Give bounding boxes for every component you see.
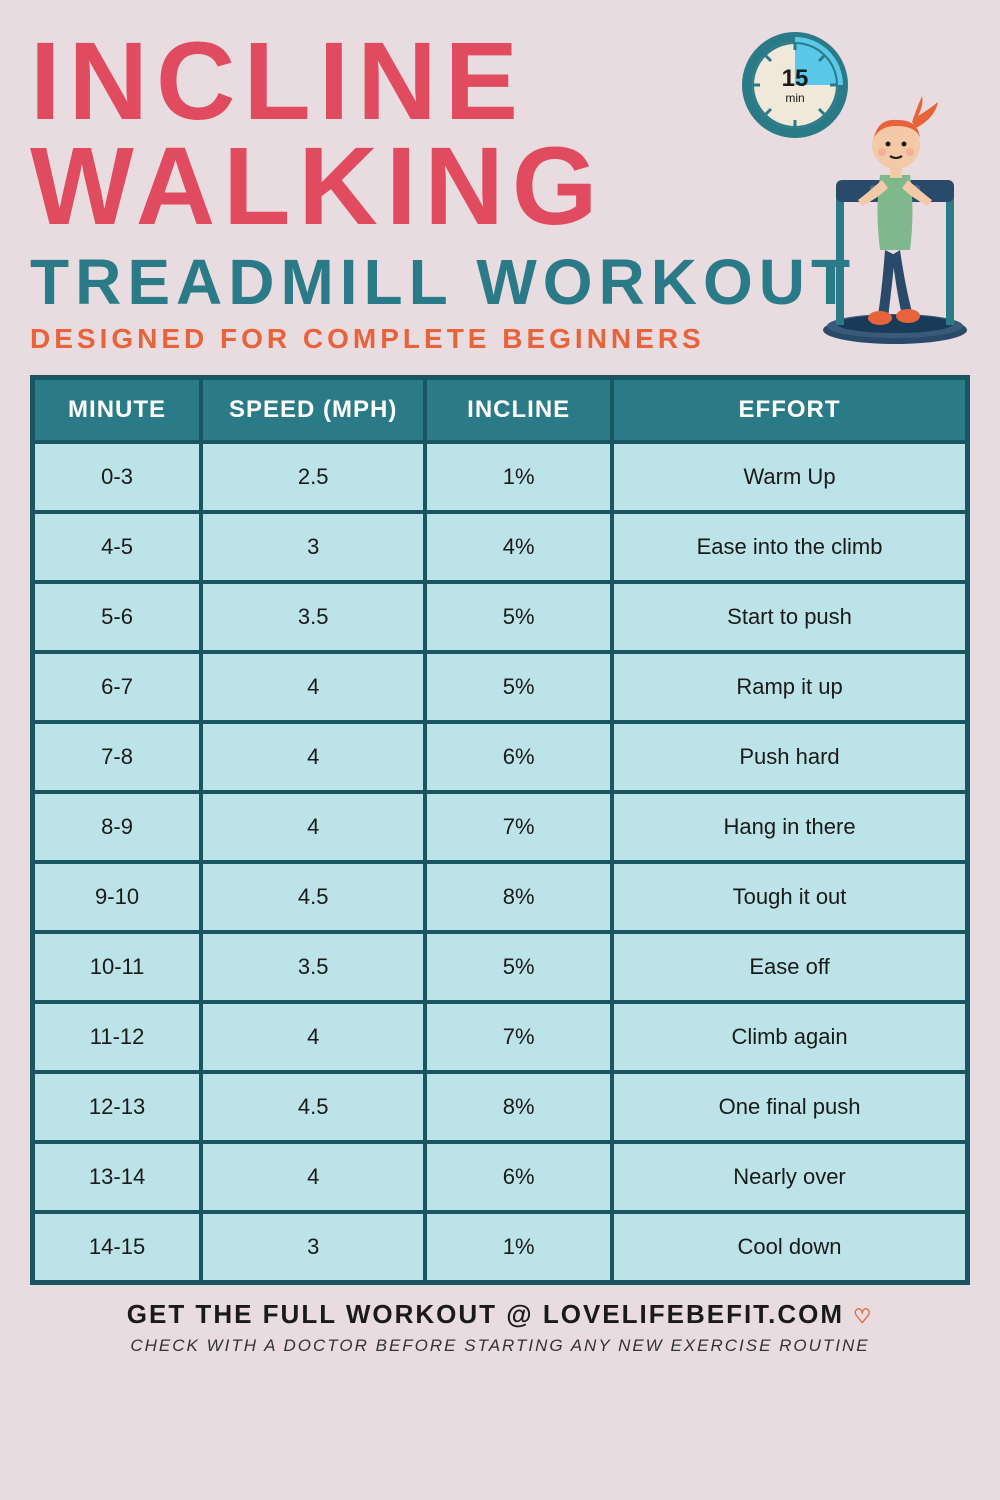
table-cell: 8% [425,862,612,932]
table-cell: Cool down [612,1212,967,1282]
table-cell: 8% [425,1072,612,1142]
table-cell: 6% [425,1142,612,1212]
table-row: 7-846%Push hard [33,722,967,792]
col-header-incline: INCLINE [425,378,612,442]
table-cell: 8-9 [33,792,201,862]
table-cell: Push hard [612,722,967,792]
table-cell: 10-11 [33,932,201,1002]
table-cell: 7-8 [33,722,201,792]
table-cell: 4% [425,512,612,582]
table-row: 11-1247%Climb again [33,1002,967,1072]
table-cell: 3.5 [201,932,425,1002]
table-cell: 4 [201,1002,425,1072]
table-cell: Ease off [612,932,967,1002]
table-cell: 0-3 [33,442,201,512]
workout-table: MINUTE SPEED (MPH) INCLINE EFFORT 0-32.5… [30,375,970,1285]
table-cell: 3.5 [201,582,425,652]
table-cell: 4-5 [33,512,201,582]
table-cell: 5% [425,652,612,722]
table-cell: 2.5 [201,442,425,512]
header-illustration: 15 min [740,30,970,350]
header: INCLINE WALKING TREADMILL WORKOUT DESIGN… [30,30,970,355]
table-cell: 4 [201,722,425,792]
table-cell: Nearly over [612,1142,967,1212]
table-cell: 3 [201,1212,425,1282]
clock-unit: min [785,91,804,105]
table-cell: 5% [425,932,612,1002]
table-cell: 5% [425,582,612,652]
table-cell: Climb again [612,1002,967,1072]
table-cell: 6% [425,722,612,792]
table-cell: One final push [612,1072,967,1142]
heart-icon: ♡ [853,1306,873,1328]
table-cell: 12-13 [33,1072,201,1142]
table-header-row: MINUTE SPEED (MPH) INCLINE EFFORT [33,378,967,442]
table-cell: Ease into the climb [612,512,967,582]
table-cell: 4 [201,652,425,722]
table-cell: 4.5 [201,862,425,932]
treadmill-person-icon [823,96,967,344]
table-row: 10-113.55%Ease off [33,932,967,1002]
table-cell: 3 [201,512,425,582]
col-header-speed: SPEED (MPH) [201,378,425,442]
footer-cta-text: GET THE FULL WORKOUT @ LOVELIFEBEFIT.COM [127,1299,844,1329]
table-cell: 5-6 [33,582,201,652]
table-cell: Warm Up [612,442,967,512]
table-cell: 14-15 [33,1212,201,1282]
footer-cta: GET THE FULL WORKOUT @ LOVELIFEBEFIT.COM… [30,1299,970,1330]
table-row: 0-32.51%Warm Up [33,442,967,512]
table-row: 8-947%Hang in there [33,792,967,862]
table-cell: Start to push [612,582,967,652]
clock-icon: 15 min [747,37,843,133]
table-row: 6-745%Ramp it up [33,652,967,722]
table-cell: 6-7 [33,652,201,722]
table-cell: 1% [425,1212,612,1282]
table-cell: 7% [425,792,612,862]
table-cell: 4 [201,792,425,862]
table-cell: 4 [201,1142,425,1212]
table-row: 9-104.58%Tough it out [33,862,967,932]
table-row: 5-63.55%Start to push [33,582,967,652]
table-row: 14-1531%Cool down [33,1212,967,1282]
table-cell: 4.5 [201,1072,425,1142]
table-cell: 7% [425,1002,612,1072]
table-row: 13-1446%Nearly over [33,1142,967,1212]
footer-disclaimer: CHECK WITH A DOCTOR BEFORE STARTING ANY … [30,1336,970,1356]
footer: GET THE FULL WORKOUT @ LOVELIFEBEFIT.COM… [30,1299,970,1356]
col-header-minute: MINUTE [33,378,201,442]
table-cell: Hang in there [612,792,967,862]
table-cell: 13-14 [33,1142,201,1212]
table-cell: Ramp it up [612,652,967,722]
table-cell: 11-12 [33,1002,201,1072]
table-cell: Tough it out [612,862,967,932]
table-row: 12-134.58%One final push [33,1072,967,1142]
table-row: 4-534%Ease into the climb [33,512,967,582]
table-cell: 1% [425,442,612,512]
table-cell: 9-10 [33,862,201,932]
clock-number: 15 [782,65,809,92]
col-header-effort: EFFORT [612,378,967,442]
